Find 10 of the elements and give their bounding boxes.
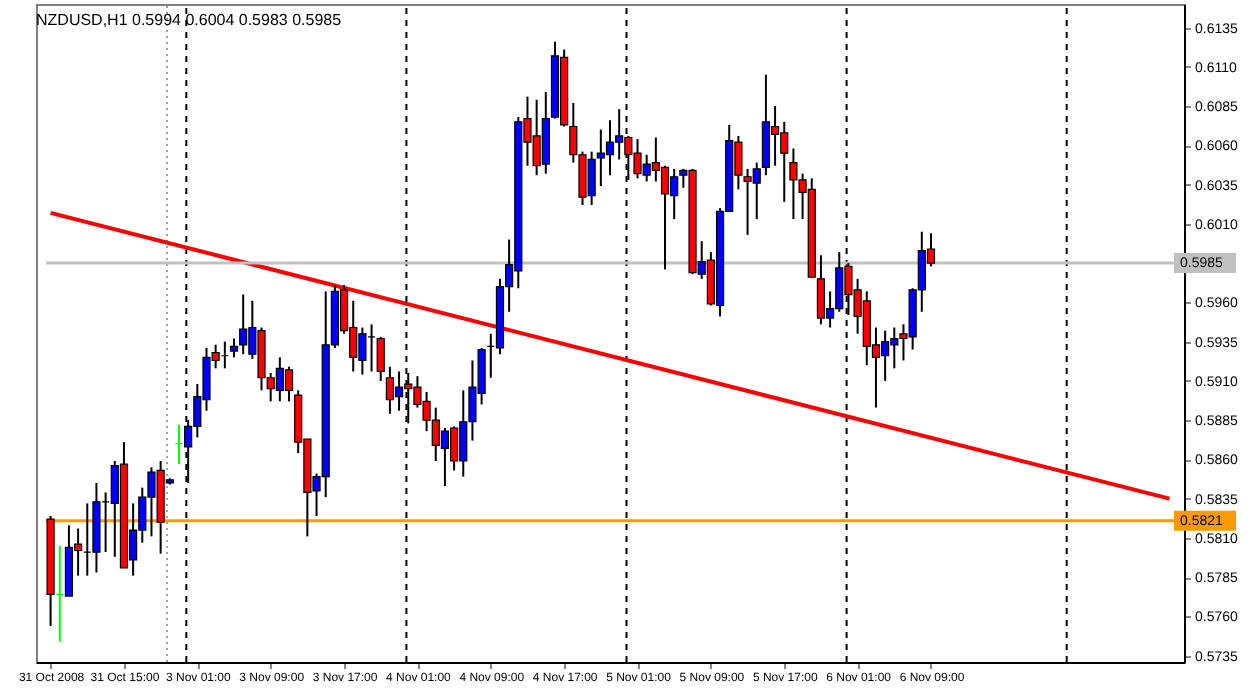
- candlestick: [284, 365, 294, 403]
- candlestick: [816, 254, 826, 326]
- candlestick: [229, 337, 239, 359]
- chart-title: NZDUSD,H1 0.5994 0.6004 0.5983 0.5985: [36, 11, 343, 29]
- candlestick: [239, 293, 248, 356]
- candlestick: [770, 105, 780, 167]
- candlestick: [376, 335, 385, 382]
- candlestick: [440, 427, 450, 488]
- candlestick: [660, 164, 670, 271]
- candlestick: [605, 119, 615, 177]
